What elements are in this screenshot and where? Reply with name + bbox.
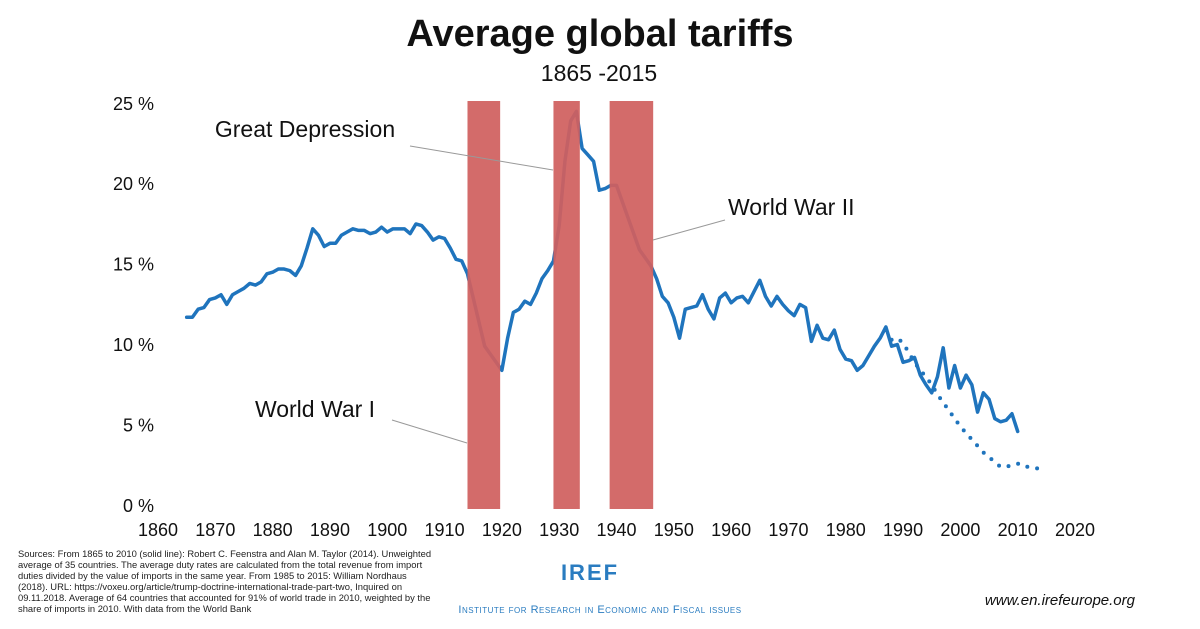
annotation: World War I: [255, 396, 375, 422]
x-tick-label: 1900: [367, 520, 407, 540]
chart-title: Average global tariffs: [406, 13, 793, 55]
y-tick-label: 20 %: [113, 174, 154, 194]
x-tick-label: 2010: [998, 520, 1038, 540]
x-tick-label: 1890: [310, 520, 350, 540]
sources: Sources: From 1865 to 2010 (solid line):…: [18, 548, 432, 614]
x-tick-label: 1980: [826, 520, 866, 540]
x-tick-label: 1990: [883, 520, 923, 540]
y-tick-label: 10 %: [113, 335, 154, 355]
x-tick-label: 1860: [138, 520, 178, 540]
annotation: Great Depression: [215, 116, 395, 142]
x-tick-label: 1870: [195, 520, 235, 540]
y-tick-label: 0 %: [123, 496, 154, 516]
series-line: [889, 336, 1049, 473]
x-tick-label: 1970: [768, 520, 808, 540]
x-tick-label: 2020: [1055, 520, 1095, 540]
leader-line: [409, 145, 554, 171]
series-line: [184, 109, 1020, 434]
x-tick-label: 1920: [482, 520, 522, 540]
x-tick-label: 1930: [539, 520, 579, 540]
annotation: World War II: [728, 194, 855, 220]
period-band: [467, 101, 501, 509]
institute-name: Institute for Research in Economic and F…: [458, 604, 741, 616]
period-band: [553, 101, 580, 509]
leader-line: [391, 419, 468, 444]
website: www.en.irefeurope.org: [985, 592, 1136, 609]
plot-area: 0 % 5 % 10 % 15 % 20 % 25 % 1860 1870 1880 1890 19…: [113, 94, 1095, 540]
y-tick-label: 15 %: [113, 255, 154, 275]
x-tick-label: 1950: [654, 520, 694, 540]
x-tick-label: 1960: [711, 520, 751, 540]
period-band: [609, 101, 654, 509]
x-tick-label: 1940: [596, 520, 636, 540]
x-tick-label: 1880: [253, 520, 293, 540]
leader-line: [652, 219, 726, 241]
chart-subtitle: 1865 -2015: [541, 60, 657, 86]
x-tick-label: 2000: [940, 520, 980, 540]
y-tick-label: 25 %: [113, 94, 154, 114]
logo: IREF: [561, 560, 619, 585]
x-tick-label: 1910: [425, 520, 465, 540]
y-tick-label: 5 %: [123, 415, 154, 435]
